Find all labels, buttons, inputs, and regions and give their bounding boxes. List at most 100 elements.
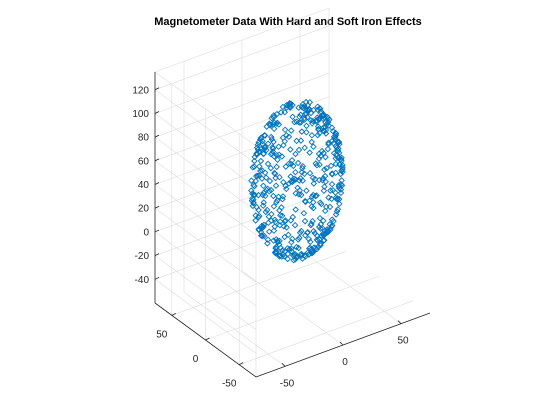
data-point — [328, 170, 336, 177]
data-point — [292, 168, 299, 176]
data-point — [256, 163, 263, 170]
data-points — [248, 98, 346, 264]
data-point — [257, 167, 264, 175]
data-point — [328, 195, 335, 203]
grid-line — [239, 300, 414, 365]
data-point — [308, 138, 315, 146]
data-point — [316, 161, 323, 168]
data-point — [320, 187, 328, 194]
data-point — [255, 214, 262, 221]
data-point — [296, 119, 303, 126]
data-point — [284, 255, 291, 263]
chart-title: Magnetometer Data With Hard and Soft Iro… — [154, 16, 422, 28]
data-point — [277, 212, 284, 219]
data-point — [289, 213, 297, 221]
data-point — [329, 186, 337, 194]
data-point — [328, 180, 336, 188]
data-point — [306, 169, 314, 177]
data-point — [314, 123, 322, 130]
data-point — [310, 180, 318, 187]
data-point — [335, 154, 343, 161]
data-point — [290, 162, 297, 170]
data-point — [288, 238, 295, 246]
z-tick-label: 40 — [138, 180, 150, 191]
data-point — [281, 233, 288, 241]
data-point — [307, 109, 315, 117]
data-point — [291, 221, 299, 229]
data-point — [279, 195, 286, 203]
data-point — [301, 114, 308, 122]
data-point — [314, 237, 321, 244]
data-point — [324, 229, 331, 236]
data-point — [325, 114, 332, 122]
data-point — [309, 217, 316, 225]
data-point — [287, 146, 294, 153]
data-point — [258, 222, 266, 230]
data-point — [255, 191, 262, 199]
data-point — [270, 153, 278, 160]
data-point — [261, 132, 268, 139]
z-tick-label: 20 — [138, 204, 150, 215]
data-point — [322, 153, 329, 161]
data-point — [273, 248, 280, 255]
data-point — [325, 139, 332, 147]
x-tick — [281, 363, 286, 367]
data-point — [280, 142, 287, 149]
data-point — [266, 188, 273, 195]
data-point — [278, 212, 286, 220]
data-point — [317, 240, 324, 248]
data-point — [335, 181, 343, 189]
data-point — [300, 209, 308, 217]
data-point — [312, 192, 319, 200]
y-tick — [171, 312, 177, 316]
data-point — [339, 164, 346, 171]
data-point — [307, 238, 314, 246]
data-point — [321, 172, 329, 180]
data-point — [299, 100, 307, 108]
data-point — [260, 146, 268, 153]
data-point — [332, 142, 340, 150]
data-point — [339, 161, 346, 169]
data-point — [328, 137, 336, 145]
data-point — [267, 151, 275, 158]
data-point — [303, 110, 310, 117]
data-point — [288, 247, 295, 255]
data-point — [273, 163, 280, 171]
data-point — [309, 174, 317, 182]
data-point — [262, 208, 270, 216]
data-point — [325, 194, 332, 201]
data-point — [283, 132, 290, 139]
data-point — [281, 126, 289, 134]
data-point — [305, 235, 313, 243]
data-point — [313, 162, 321, 169]
data-point — [301, 144, 308, 152]
data-point — [298, 169, 306, 176]
data-point — [270, 119, 278, 126]
x-tick — [339, 341, 344, 346]
data-point — [335, 139, 343, 146]
data-point — [281, 218, 289, 225]
data-point — [262, 174, 270, 181]
data-point — [297, 119, 305, 126]
x-tick — [397, 320, 402, 324]
data-point — [321, 183, 328, 190]
z-tick — [154, 229, 160, 233]
data-point — [287, 173, 294, 180]
data-point — [301, 116, 308, 123]
data-point — [274, 237, 281, 245]
data-point — [283, 224, 290, 231]
data-point — [320, 127, 327, 134]
data-point — [332, 130, 340, 137]
data-point — [287, 127, 295, 134]
data-point — [276, 221, 284, 229]
data-point — [309, 199, 317, 206]
grid-line — [205, 275, 380, 341]
data-point — [306, 149, 313, 156]
z-tick — [154, 111, 160, 114]
data-point — [320, 149, 327, 157]
data-point — [310, 227, 317, 235]
data-point — [270, 227, 278, 234]
data-point — [272, 182, 280, 189]
